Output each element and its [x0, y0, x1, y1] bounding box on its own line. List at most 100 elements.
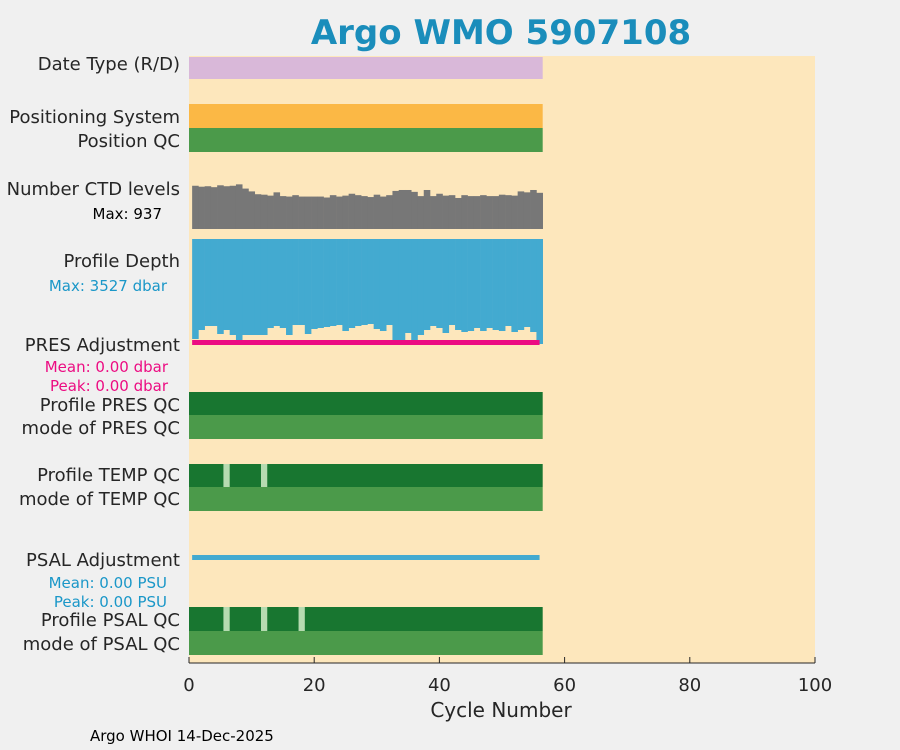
profile-depth-bar — [492, 239, 500, 330]
ctd-levels-bar — [273, 192, 281, 229]
ctd-levels-bar — [523, 192, 531, 229]
temp-qc-flag-stripe — [260, 464, 268, 487]
ctd-levels-bar — [442, 195, 450, 229]
ctd-max-text: Max: 937 — [93, 205, 162, 223]
profile-depth-bar — [392, 239, 400, 344]
profile-depth-bar — [229, 239, 237, 335]
ctd-levels-bar — [398, 189, 406, 229]
profile-depth-bar — [254, 239, 262, 335]
label-positioning-system: Positioning System — [9, 107, 180, 128]
profile-psal-qc-bar — [189, 607, 543, 631]
temp-qc-flag-stripe — [223, 464, 230, 487]
ctd-levels-bar — [235, 184, 243, 229]
label-date-type: Date Type (R/D) — [38, 54, 180, 75]
profile-depth-bar — [267, 239, 274, 328]
profile-depth-bar — [517, 239, 525, 330]
position-qc-bar — [189, 128, 543, 152]
ctd-levels-bar — [223, 186, 230, 229]
profile-depth-bar — [361, 239, 368, 325]
ctd-levels-bar — [217, 185, 224, 229]
profile-depth-bar — [198, 239, 205, 330]
pres-mean-text: Mean: 0.00 dbar — [45, 358, 169, 376]
mode-psal-qc-bar — [189, 631, 543, 655]
ctd-levels-bar — [373, 194, 381, 229]
ctd-levels-bar — [505, 195, 512, 229]
profile-depth-bar — [455, 239, 462, 330]
pres-adjustment-line — [192, 340, 540, 345]
ctd-levels-bar — [348, 193, 356, 229]
profile-depth-bar — [467, 239, 475, 331]
profile-depth-bar — [217, 239, 224, 334]
profile-depth-bar — [486, 239, 493, 328]
x-tick-label: 0 — [183, 675, 194, 696]
profile-depth-bar — [204, 239, 212, 326]
x-tick-label: 40 — [428, 675, 451, 696]
profile-depth-bar — [260, 239, 268, 335]
profile-depth-bar — [367, 239, 374, 324]
profile-depth-bar — [210, 239, 218, 326]
psal-peak-text: Peak: 0.00 PSU — [54, 593, 167, 611]
ctd-levels-bar — [248, 191, 256, 229]
date-type-bar — [189, 57, 543, 79]
ctd-levels-bar — [492, 196, 500, 229]
psal-qc-flag-stripe — [260, 607, 268, 631]
profile-depth-bar — [235, 239, 243, 342]
ctd-levels-bar — [267, 195, 274, 229]
profile-depth-bar — [404, 239, 412, 333]
label-ctd-levels: Number CTD levels — [7, 179, 180, 200]
ctd-levels-bar — [423, 189, 431, 229]
label-profile-temp-qc: Profile TEMP QC — [37, 465, 180, 486]
profile-depth-bar — [273, 239, 281, 326]
label-profile-psal-qc: Profile PSAL QC — [41, 610, 180, 631]
label-mode-temp-qc: mode of TEMP QC — [19, 489, 180, 510]
ctd-levels-bar — [361, 196, 368, 229]
profile-depth-bar — [480, 239, 487, 331]
ctd-levels-bar — [411, 191, 418, 229]
ctd-levels-bar — [298, 196, 306, 229]
profile-depth-bar — [498, 239, 506, 331]
ctd-levels-bar — [417, 196, 425, 229]
ctd-levels-bar — [292, 195, 299, 229]
ctd-levels-bar — [229, 185, 237, 229]
ctd-levels-bar — [254, 194, 262, 229]
profile-depth-bar — [279, 239, 287, 328]
profile-temp-qc-bar — [189, 464, 543, 487]
profile-depth-bar — [304, 239, 312, 334]
profile-depth-bar — [311, 239, 318, 329]
profile-depth-bar — [442, 239, 450, 333]
ctd-levels-bar — [392, 190, 400, 229]
profile-depth-bar — [348, 239, 356, 328]
label-psal-adjustment: PSAL Adjustment — [26, 550, 180, 571]
psal-adjustment-line — [192, 555, 540, 560]
label-mode-pres-qc: mode of PRES QC — [22, 418, 180, 439]
ctd-levels-bar — [530, 189, 537, 229]
x-tick-label: 80 — [678, 675, 701, 696]
ctd-levels-bar — [511, 195, 518, 229]
profile-depth-bar — [461, 239, 468, 332]
profile-depth-bar — [354, 239, 362, 326]
profile-depth-bar — [379, 239, 387, 331]
profile-depth-bar — [223, 239, 230, 330]
ctd-levels-bar — [311, 196, 318, 229]
profile-depth-bar — [286, 239, 293, 335]
ctd-levels-bar — [260, 194, 268, 229]
profile-depth-bar — [192, 239, 199, 339]
ctd-levels-bar — [279, 196, 287, 229]
x-axis-label: Cycle Number — [430, 698, 572, 722]
profile-depth-bar — [342, 239, 349, 331]
ctd-levels-bar — [304, 196, 312, 229]
profile-depth-bar — [329, 239, 337, 326]
ctd-levels-bar — [486, 196, 493, 229]
ctd-levels-bar — [317, 196, 324, 229]
ctd-levels-bar — [404, 189, 412, 229]
profile-depth-bar — [511, 239, 518, 332]
footer-text: Argo WHOI 14-Dec-2025 — [90, 727, 274, 745]
chart-title: Argo WMO 5907108 — [311, 13, 691, 53]
profile-depth-bar — [373, 239, 381, 329]
profile-depth-bar — [430, 239, 437, 326]
label-profile-depth: Profile Depth — [63, 251, 180, 272]
x-tick-label: 20 — [303, 675, 326, 696]
profile-pres-qc-bar — [189, 392, 543, 415]
profile-depth-bar — [317, 239, 324, 328]
